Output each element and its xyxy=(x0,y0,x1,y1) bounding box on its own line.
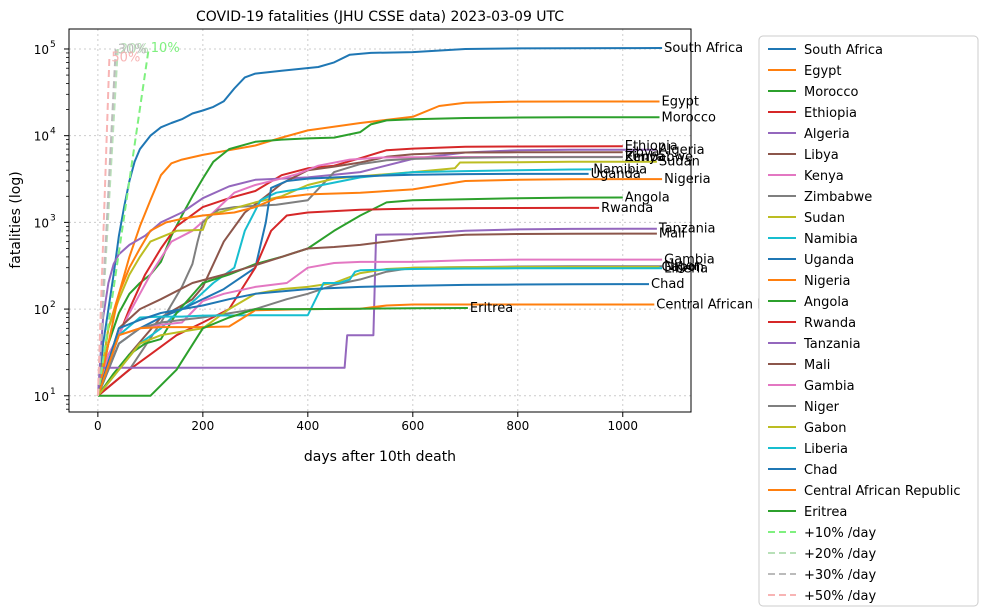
y-axis-label: fatalities (log) xyxy=(8,171,24,268)
legend-entry: Eritrea xyxy=(804,505,847,520)
series-end-label: Angola xyxy=(625,191,670,206)
y-tick-exponent: 3 xyxy=(50,213,56,223)
series-line-liberia xyxy=(96,267,663,397)
series-end-label: Nigeria xyxy=(664,172,711,187)
legend-entry: Rwanda xyxy=(804,316,856,331)
legend-entry: Egypt xyxy=(804,64,842,79)
series-line--10-day xyxy=(96,47,150,396)
legend-entry: Gabon xyxy=(804,421,847,436)
series-end-label: Uganda xyxy=(591,167,641,182)
y-tick-label: 10 xyxy=(34,130,49,144)
legend-entry: +50% /day xyxy=(804,589,877,604)
series-lines xyxy=(96,47,663,397)
y-tick-label: 10 xyxy=(34,303,49,317)
series-line-uganda xyxy=(96,172,589,397)
series-line-gambia xyxy=(96,258,663,397)
legend-entry: Uganda xyxy=(804,253,854,268)
series-line-namibia xyxy=(97,168,592,397)
series-end-label: Eritrea xyxy=(470,301,513,316)
y-tick-exponent: 5 xyxy=(50,40,56,50)
series-end-label: Tanzania xyxy=(658,222,716,237)
series-end-label: Morocco xyxy=(662,110,716,125)
series-line-mali xyxy=(96,232,657,397)
series-line-rwanda xyxy=(97,206,600,397)
y-tick-exponent: 4 xyxy=(50,127,56,137)
legend-entry: Sudan xyxy=(804,211,845,226)
series-line-kenya xyxy=(96,155,623,397)
legend-entry: South Africa xyxy=(804,43,883,58)
legend-entry: Morocco xyxy=(804,85,858,100)
series-line-algeria xyxy=(96,148,657,396)
x-tick-label: 200 xyxy=(191,419,214,433)
legend-entry: Nigeria xyxy=(804,274,851,289)
legend-entry: +20% /day xyxy=(804,547,877,562)
series-end-label: Algeria xyxy=(659,143,705,158)
series-end-label: 20% xyxy=(120,42,149,57)
series-line--50-day xyxy=(96,57,111,396)
legend-entry: Kenya xyxy=(804,169,844,184)
legend-entry: Chad xyxy=(804,463,838,478)
series-end-label: Kenya xyxy=(625,150,665,165)
series-line--30-day xyxy=(96,49,117,396)
series-line-zimbabwe xyxy=(97,156,623,397)
legend-entry: +30% /day xyxy=(804,568,877,583)
legend-entry: Zimbabwe xyxy=(804,190,872,205)
y-tick-exponent: 1 xyxy=(50,387,56,397)
plot-frame xyxy=(68,28,692,413)
series-end-label: Ethiopia xyxy=(625,139,678,154)
y-tick-label: 10 xyxy=(34,43,49,57)
series-end-label: Libya xyxy=(625,145,660,160)
series-line-central-african-republic xyxy=(96,303,655,397)
legend: South Africa Egypt Morocco Ethiopia Algeria L… xyxy=(758,35,979,607)
legend-entry: Namibia xyxy=(804,232,858,247)
legend-entry: +10% /day xyxy=(804,526,877,541)
series-end-label: 30% xyxy=(118,42,147,57)
legend-entry: Angola xyxy=(804,295,849,310)
series-end-label: Gabon xyxy=(662,260,705,275)
legend-entry: Ethiopia xyxy=(804,106,857,121)
x-axis-label: days after 10th death xyxy=(304,449,456,465)
x-tick-label: 800 xyxy=(506,419,529,433)
series-end-label: 10% xyxy=(151,41,180,56)
legend-entry: Liberia xyxy=(804,442,848,457)
series-end-label: Liberia xyxy=(664,261,708,276)
series-line-eritrea xyxy=(97,307,468,397)
x-tick-label: 1000 xyxy=(607,419,638,433)
series-end-label: Rwanda xyxy=(601,201,653,216)
legend-entry: Libya xyxy=(804,148,839,163)
chart-title: COVID-19 fatalities (JHU CSSE data) 2023… xyxy=(196,9,564,25)
legend-entry: Central African Republic xyxy=(804,484,960,499)
series-end-labels: South AfricaEgyptMoroccoEthiopiaAlgeriaL… xyxy=(111,41,812,316)
series-end-label: South Africa xyxy=(664,41,743,56)
legend-entry: Gambia xyxy=(804,379,855,394)
series-end-label: Sudan xyxy=(659,155,700,170)
series-line-ethiopia xyxy=(96,145,623,397)
legend-entry: Mali xyxy=(804,358,830,373)
series-line-south-africa xyxy=(96,47,663,396)
y-tick-exponent: 2 xyxy=(50,300,56,310)
series-end-label: Egypt xyxy=(662,94,700,109)
y-tick-label: 10 xyxy=(34,390,49,404)
legend-entry: Niger xyxy=(804,400,840,415)
grid xyxy=(69,29,691,412)
legend-entry: Tanzania xyxy=(803,337,861,352)
series-line-tanzania xyxy=(96,227,657,396)
x-tick-label: 600 xyxy=(401,419,424,433)
series-line-chad xyxy=(96,283,649,397)
x-tick-label: 0 xyxy=(94,419,102,433)
series-end-label: Mali xyxy=(659,227,685,242)
x-tick-label: 400 xyxy=(296,419,319,433)
series-line-gabon xyxy=(97,266,660,397)
legend-frame xyxy=(758,35,979,607)
series-end-label: Zimbabwe xyxy=(625,150,693,165)
series-end-label: Gambia xyxy=(664,253,715,268)
series-end-label: Chad xyxy=(651,277,685,292)
series-end-label: Namibia xyxy=(593,162,647,177)
series-line-nigeria xyxy=(96,178,663,396)
series-end-label: 50% xyxy=(111,50,140,65)
y-tick-label: 10 xyxy=(34,216,49,230)
legend-entry: Algeria xyxy=(804,127,850,142)
